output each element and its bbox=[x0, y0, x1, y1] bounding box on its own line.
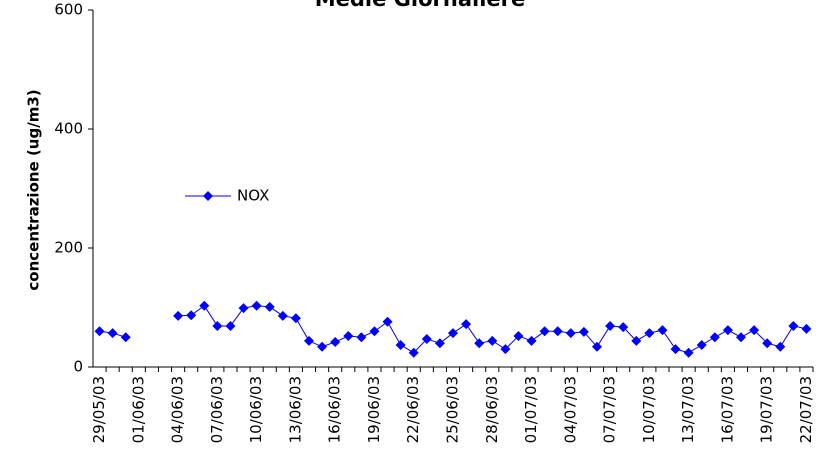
x-tick-label: 13/07/03 bbox=[679, 376, 697, 443]
data-marker bbox=[670, 344, 681, 355]
data-marker bbox=[382, 316, 393, 327]
data-marker bbox=[487, 335, 498, 346]
legend-label: NOX bbox=[237, 187, 269, 205]
x-tick-label: 19/06/03 bbox=[365, 376, 383, 443]
data-marker bbox=[343, 331, 354, 342]
x-tick-label: 19/07/03 bbox=[758, 376, 776, 443]
x-tick-label: 04/06/03 bbox=[169, 376, 187, 443]
x-tick-label: 13/06/03 bbox=[286, 376, 304, 443]
data-marker bbox=[120, 332, 131, 343]
x-tick-label: 22/07/03 bbox=[797, 376, 815, 443]
data-marker bbox=[565, 328, 576, 339]
x-tick-label: 16/06/03 bbox=[326, 376, 344, 443]
x-tick-label: 07/07/03 bbox=[601, 376, 619, 443]
data-marker bbox=[631, 335, 642, 346]
y-tick-label: 400 bbox=[54, 120, 83, 138]
y-tick-label: 600 bbox=[54, 1, 83, 19]
x-tick-label: 28/06/03 bbox=[483, 376, 501, 443]
data-marker bbox=[395, 339, 406, 350]
data-marker bbox=[474, 338, 485, 349]
x-tick-label: 07/06/03 bbox=[208, 376, 226, 443]
data-marker bbox=[605, 320, 616, 331]
data-marker bbox=[186, 310, 197, 321]
data-marker bbox=[762, 338, 773, 349]
data-marker bbox=[736, 332, 746, 343]
data-marker bbox=[644, 328, 655, 339]
chart-title: Medie Giornaliere bbox=[315, 0, 526, 11]
y-tick-label: 200 bbox=[54, 239, 83, 257]
data-marker bbox=[107, 328, 118, 339]
data-marker bbox=[317, 341, 328, 352]
data-marker bbox=[539, 326, 550, 337]
data-marker bbox=[448, 328, 458, 339]
x-tick-label: 29/05/03 bbox=[90, 376, 108, 443]
data-marker bbox=[552, 326, 563, 337]
data-marker bbox=[801, 323, 812, 334]
x-tick-label: 01/06/03 bbox=[129, 376, 147, 443]
data-marker bbox=[788, 320, 799, 331]
data-marker bbox=[290, 313, 301, 324]
data-marker bbox=[461, 319, 472, 330]
data-marker bbox=[526, 335, 537, 346]
data-marker bbox=[369, 326, 380, 337]
data-marker bbox=[408, 347, 419, 358]
data-marker bbox=[592, 341, 602, 352]
x-tick-label: 10/06/03 bbox=[247, 376, 265, 443]
data-marker bbox=[238, 303, 249, 314]
data-marker bbox=[618, 322, 629, 333]
data-marker bbox=[775, 341, 786, 352]
x-tick-label: 22/06/03 bbox=[404, 376, 422, 443]
data-marker bbox=[94, 326, 105, 337]
data-marker bbox=[709, 332, 720, 343]
x-tick-label: 04/07/03 bbox=[561, 376, 579, 443]
data-marker bbox=[513, 331, 524, 342]
data-marker bbox=[749, 325, 760, 336]
x-tick-label: 16/07/03 bbox=[718, 376, 736, 443]
data-marker bbox=[304, 335, 314, 346]
data-marker bbox=[251, 300, 262, 311]
data-marker bbox=[330, 337, 341, 348]
data-marker bbox=[434, 338, 445, 349]
data-marker bbox=[277, 310, 288, 321]
y-tick-label: 0 bbox=[73, 358, 83, 376]
x-tick-label: 01/07/03 bbox=[522, 376, 540, 443]
data-marker bbox=[225, 320, 236, 331]
data-marker bbox=[657, 325, 668, 336]
data-marker bbox=[500, 344, 511, 355]
data-marker bbox=[578, 326, 589, 337]
data-marker bbox=[421, 334, 432, 345]
x-tick-label: 10/07/03 bbox=[640, 376, 658, 443]
data-marker bbox=[264, 301, 275, 312]
data-marker bbox=[356, 332, 367, 343]
x-tick-label: 25/06/03 bbox=[444, 376, 462, 443]
data-marker bbox=[696, 339, 707, 350]
legend-marker bbox=[203, 191, 213, 201]
data-marker bbox=[212, 320, 223, 331]
data-marker bbox=[173, 310, 184, 321]
data-marker bbox=[722, 325, 733, 336]
data-marker bbox=[683, 347, 694, 358]
data-marker bbox=[199, 300, 210, 311]
y-axis-label: concentrazione (ug/m3) bbox=[25, 89, 43, 290]
